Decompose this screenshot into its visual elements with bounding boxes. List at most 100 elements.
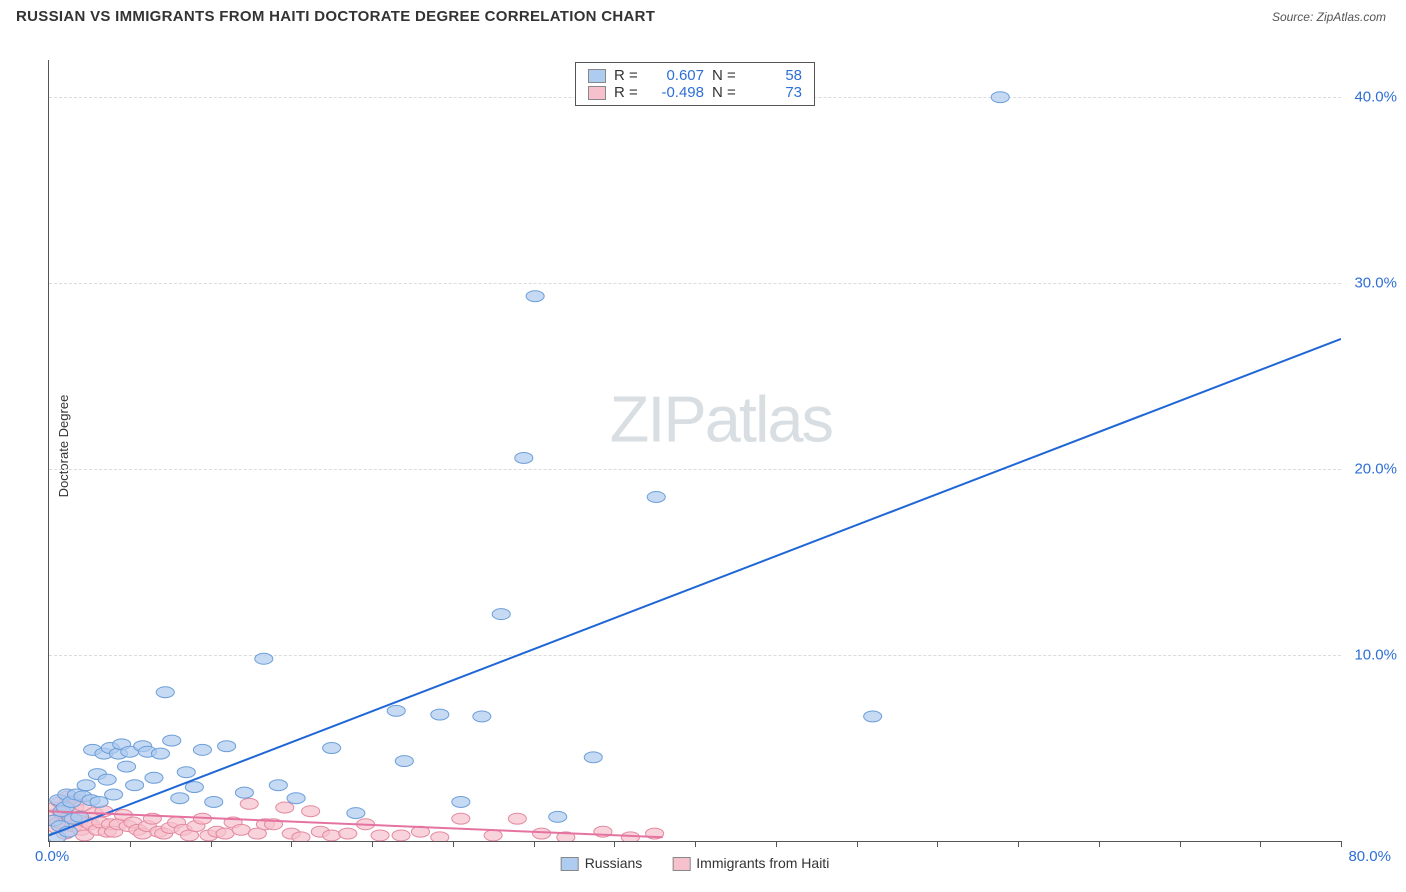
data-point [235, 787, 253, 798]
data-point [302, 806, 320, 817]
data-point [549, 811, 567, 822]
x-tick [372, 841, 373, 847]
data-point [232, 824, 250, 835]
y-tick-label: 40.0% [1354, 89, 1397, 106]
data-point [323, 743, 341, 754]
data-point [431, 709, 449, 720]
data-point [90, 796, 108, 807]
data-point [347, 808, 365, 819]
data-point [240, 798, 258, 809]
data-point [171, 793, 189, 804]
data-point [484, 830, 502, 841]
x-tick [453, 841, 454, 847]
x-tick [1180, 841, 1181, 847]
data-point [647, 492, 665, 503]
x-tick [534, 841, 535, 847]
data-point [163, 735, 181, 746]
x-tick [937, 841, 938, 847]
data-point [105, 789, 123, 800]
data-point [387, 705, 405, 716]
data-point [864, 711, 882, 722]
x-tick [1099, 841, 1100, 847]
data-point [515, 452, 533, 463]
data-point [395, 756, 413, 767]
correlation-row-haiti: R = -0.498 N = 73 [588, 84, 802, 101]
data-point [98, 774, 116, 785]
data-point [287, 793, 305, 804]
data-point [216, 828, 234, 839]
x-tick [857, 841, 858, 847]
data-point [126, 780, 144, 791]
data-point [177, 767, 195, 778]
x-tick [1341, 841, 1342, 847]
correlation-row-russians: R = 0.607 N = 58 [588, 67, 802, 84]
y-tick-label: 10.0% [1354, 647, 1397, 664]
y-tick-label: 30.0% [1354, 275, 1397, 292]
data-point [156, 687, 174, 698]
data-point [473, 711, 491, 722]
series-legend: Russians Immigrants from Haiti [561, 855, 830, 871]
data-point [292, 832, 310, 841]
x-axis-start-label: 0.0% [35, 848, 69, 865]
data-point [276, 802, 294, 813]
n-value-haiti: 73 [748, 84, 802, 101]
x-tick [49, 841, 50, 847]
data-point [431, 832, 449, 841]
source-prefix: Source: [1272, 10, 1317, 24]
data-point [117, 761, 135, 772]
legend-item-haiti: Immigrants from Haiti [672, 855, 829, 871]
data-point [584, 752, 602, 763]
source-link[interactable]: ZipAtlas.com [1317, 10, 1386, 24]
legend-label-haiti: Immigrants from Haiti [696, 855, 829, 871]
n-label: N = [712, 67, 740, 84]
x-tick [291, 841, 292, 847]
data-point [452, 813, 470, 824]
chart-source: Source: ZipAtlas.com [1272, 10, 1386, 24]
legend-item-russians: Russians [561, 855, 643, 871]
data-point [492, 609, 510, 620]
data-point [77, 780, 95, 791]
x-tick [130, 841, 131, 847]
data-point [339, 828, 357, 839]
correlation-legend: R = 0.607 N = 58 R = -0.498 N = 73 [575, 62, 815, 106]
r-label: R = [614, 84, 642, 101]
n-value-russians: 58 [748, 67, 802, 84]
trend-line [49, 339, 1341, 835]
x-axis-end-label: 80.0% [1348, 848, 1391, 865]
data-point [452, 796, 470, 807]
data-point [533, 828, 551, 839]
data-point [991, 92, 1009, 103]
chart-header: RUSSIAN VS IMMIGRANTS FROM HAITI DOCTORA… [0, 0, 1406, 29]
swatch-haiti [588, 86, 606, 100]
legend-swatch-russians [561, 857, 579, 871]
x-tick [1260, 841, 1261, 847]
data-point [392, 830, 410, 841]
legend-label-russians: Russians [585, 855, 643, 871]
data-point [193, 744, 211, 755]
data-point [205, 796, 223, 807]
data-point [151, 748, 169, 759]
data-point [145, 772, 163, 783]
data-point [269, 780, 287, 791]
data-point [371, 830, 389, 841]
data-point [218, 741, 236, 752]
data-point [185, 782, 203, 793]
x-tick [695, 841, 696, 847]
scatter-svg [49, 60, 1341, 841]
r-value-russians: 0.607 [650, 67, 704, 84]
chart-title: RUSSIAN VS IMMIGRANTS FROM HAITI DOCTORA… [16, 8, 655, 25]
data-point [323, 830, 341, 841]
n-label: N = [712, 84, 740, 101]
x-tick [211, 841, 212, 847]
chart-plot-area: 10.0%20.0%30.0%40.0% 0.0% 80.0% ZIPatlas… [48, 60, 1341, 842]
x-tick [614, 841, 615, 847]
y-tick-label: 20.0% [1354, 461, 1397, 478]
legend-swatch-haiti [672, 857, 690, 871]
r-value-haiti: -0.498 [650, 84, 704, 101]
x-tick [776, 841, 777, 847]
swatch-russians [588, 69, 606, 83]
r-label: R = [614, 67, 642, 84]
data-point [255, 653, 273, 664]
x-tick [1018, 841, 1019, 847]
data-point [526, 291, 544, 302]
